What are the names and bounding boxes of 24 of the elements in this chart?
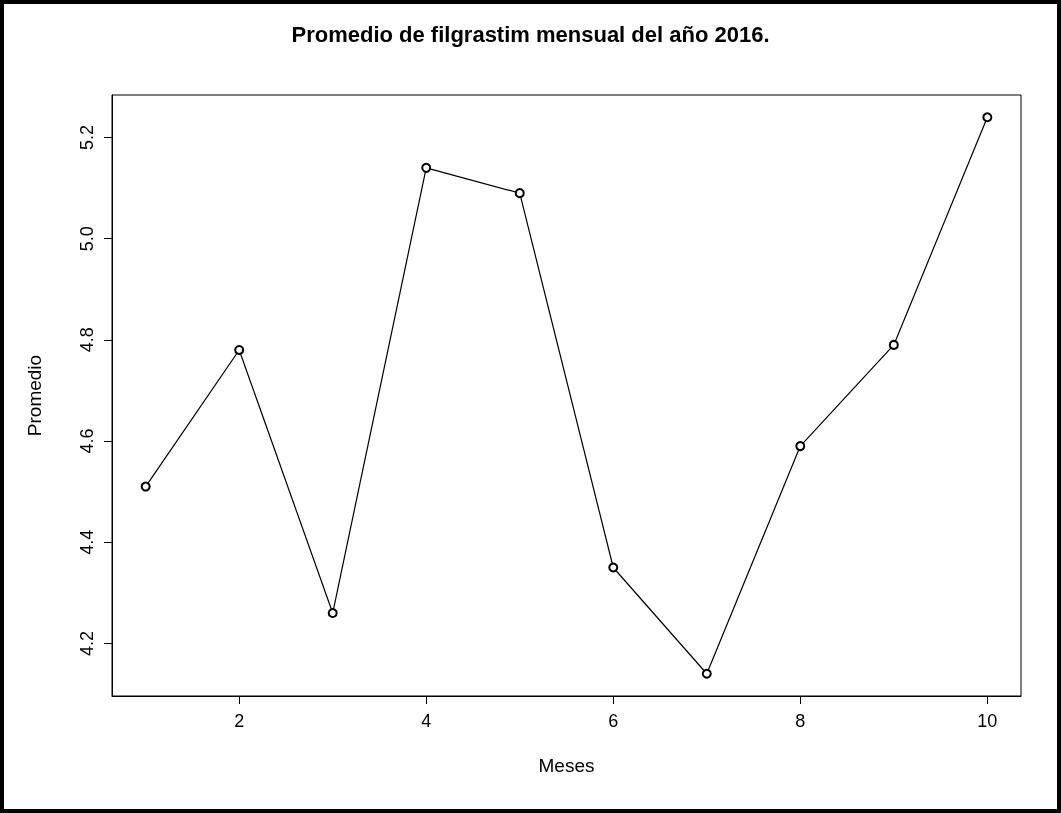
x-axis-title: Meses — [538, 755, 595, 776]
y-tick-label: 4.2 — [77, 630, 97, 656]
y-tick-label: 5.0 — [77, 226, 97, 252]
point — [234, 344, 245, 355]
y-axis-title: Promedio — [24, 354, 45, 437]
point — [888, 339, 899, 350]
point — [608, 562, 619, 573]
x-tick-label: 2 — [234, 711, 245, 731]
x-tick-label: 10 — [977, 711, 998, 731]
point — [140, 481, 151, 492]
point — [795, 441, 806, 452]
point — [982, 112, 993, 123]
x-tick-label: 6 — [608, 711, 619, 731]
chart-title: Promedio de filgrastim mensual del año 2016. — [291, 21, 770, 47]
point — [514, 188, 525, 199]
y-tick-label: 4.4 — [77, 529, 97, 555]
y-tick-label: 4.6 — [77, 428, 97, 454]
point — [327, 608, 338, 619]
point — [421, 162, 432, 173]
y-tick-label: 5.2 — [77, 124, 97, 151]
x-tick-label: 8 — [795, 711, 806, 731]
y-tick-label: 4.8 — [77, 327, 97, 353]
x-tick-label: 4 — [421, 711, 432, 731]
point — [701, 668, 712, 679]
